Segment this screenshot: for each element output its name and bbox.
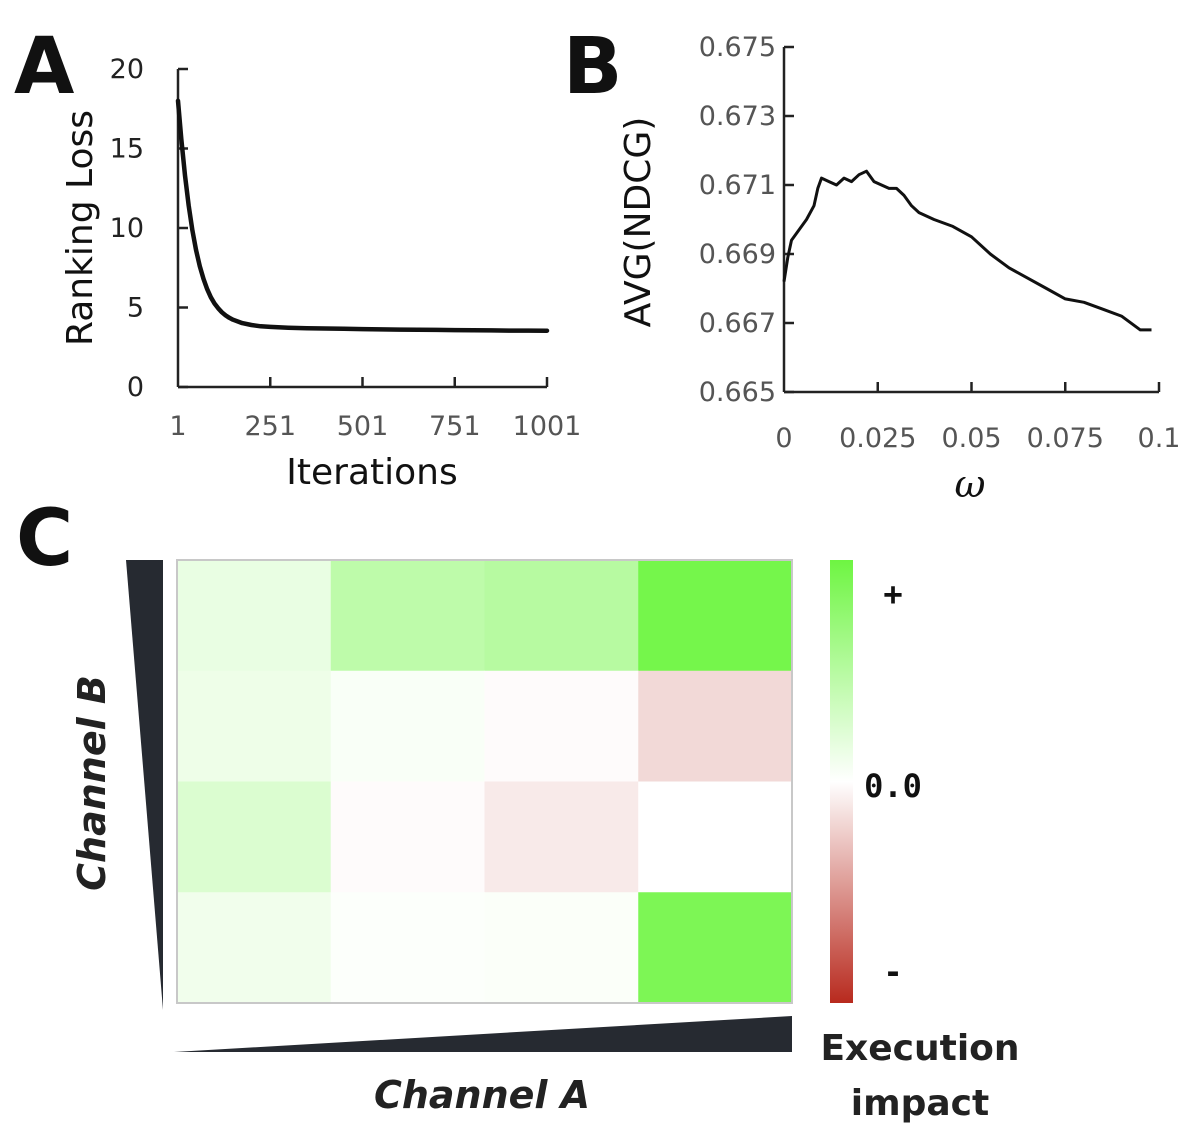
panel-b-x-tick-label: 0.025 <box>839 423 916 454</box>
panel-a-y-tick-label: 0 <box>127 372 144 403</box>
heatmap-cells <box>177 560 793 1004</box>
heatmap-cell-r1-c3 <box>638 670 793 782</box>
heatmap-border <box>176 559 793 1004</box>
heatmap-cell-r2-c3 <box>638 781 793 893</box>
panel-b-series-line <box>782 169 1152 332</box>
panel-b-x-tick-label: 0.075 <box>1027 423 1104 454</box>
panel-b-y-tick-label: 0.667 <box>699 308 776 339</box>
colorbar-minus-label: - <box>883 953 902 991</box>
panel-letter-c: C <box>16 494 73 584</box>
heatmap-cell-r0-c2 <box>484 560 639 672</box>
colorbar-title-line2: impact <box>851 1083 989 1124</box>
panel-b-x-tick-label: 0 <box>775 423 792 454</box>
panel-a-y-tick-label: 10 <box>110 213 144 244</box>
panel-a-y-tick-label: 20 <box>110 54 144 85</box>
panel-b-y-tick-label: 0.673 <box>699 101 776 132</box>
panel-b-y-tick-label: 0.665 <box>699 377 776 408</box>
heatmap-cell-r1-c0 <box>177 670 332 782</box>
panel-letter-a: A <box>14 22 74 112</box>
heatmap-cell-r3-c3 <box>638 892 793 1004</box>
panel-a-y-tick-label: 5 <box>127 293 144 324</box>
panel-a-axes <box>176 69 547 389</box>
panel-c-heatmap: Channel A Channel B + 0.0 - Execution im… <box>70 559 1020 1124</box>
heatmap-cell-r3-c2 <box>484 892 639 1004</box>
panel-a-x-axis-label: Iterations <box>286 452 457 493</box>
heatmap-cell-r0-c0 <box>177 560 332 672</box>
channel-b-wedge <box>126 560 163 1010</box>
panel-letter-b: B <box>563 22 622 112</box>
heatmap-cell-r0-c1 <box>330 560 485 672</box>
heatmap-x-axis-label: Channel A <box>374 1073 590 1117</box>
panel-a-y-tick-label: 15 <box>110 134 144 165</box>
panel-b-y-tick-label: 0.671 <box>699 170 776 201</box>
panel-a-x-tick-label: 1 <box>169 411 186 442</box>
panel-a-y-ticks: 0 5 10 15 20 <box>110 54 188 403</box>
channel-a-wedge <box>174 1016 792 1052</box>
colorbar <box>830 560 853 1003</box>
panel-a-x-tick-label: 251 <box>244 411 296 442</box>
panel-a-x-tick-label: 1001 <box>513 411 582 442</box>
colorbar-title-line1: Execution <box>820 1028 1019 1069</box>
heatmap-cell-r2-c2 <box>484 781 639 893</box>
panel-b-y-tick-label: 0.675 <box>699 32 776 63</box>
panel-b-y-axis-label: AVG(NDCG) <box>618 117 659 328</box>
panel-a-x-ticks: 1 251 501 751 1001 <box>169 377 581 442</box>
panel-a-series-line <box>175 98 550 333</box>
panel-a-chart: 0 5 10 15 20 1 251 501 751 1001 Iterations Ranki… <box>60 54 581 493</box>
panel-b-y-ticks: 0.665 0.667 0.669 0.671 0.673 0.675 <box>699 32 794 408</box>
heatmap-y-axis-label: Channel B <box>70 675 114 891</box>
heatmap-cell-r1-c2 <box>484 670 639 782</box>
panel-b-chart: 0.665 0.667 0.669 0.671 0.673 0.675 0 0.025 0.0… <box>618 32 1180 506</box>
panel-b-axes <box>782 47 1159 394</box>
panel-a-y-axis-label: Ranking Loss <box>60 110 101 346</box>
colorbar-plus-label: + <box>883 575 902 613</box>
heatmap-cell-r3-c0 <box>177 892 332 1004</box>
panel-b-x-tick-label: 0.05 <box>941 423 1001 454</box>
panel-b-x-axis-label: ω <box>955 462 986 506</box>
heatmap-cell-r1-c1 <box>330 670 485 782</box>
panel-b-x-ticks: 0 0.025 0.05 0.075 0.1 <box>775 382 1180 454</box>
panel-b-y-tick-label: 0.669 <box>699 239 776 270</box>
panel-b-x-tick-label: 0.1 <box>1138 423 1181 454</box>
heatmap-cell-r2-c0 <box>177 781 332 893</box>
panel-a-x-tick-label: 501 <box>337 411 389 442</box>
panel-a-x-tick-label: 751 <box>429 411 481 442</box>
heatmap-cell-r3-c1 <box>330 892 485 1004</box>
colorbar-zero-label: 0.0 <box>864 767 922 805</box>
heatmap-cell-r0-c3 <box>638 560 793 672</box>
heatmap-cell-r2-c1 <box>330 781 485 893</box>
